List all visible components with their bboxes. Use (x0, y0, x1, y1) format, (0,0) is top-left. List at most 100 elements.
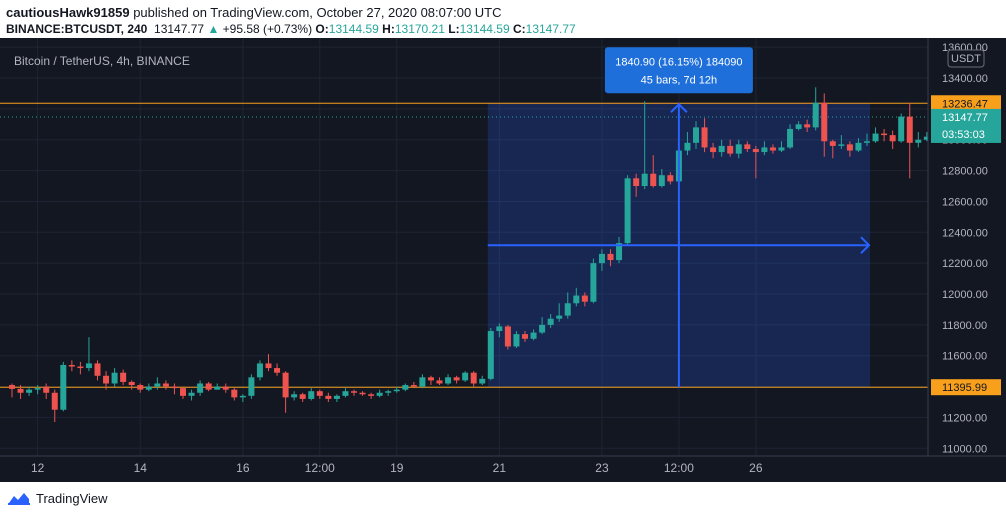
candle-body (145, 386, 152, 390)
candle-body (368, 394, 375, 396)
symbol-line: BINANCE:BTCUSDT, 240 13147.77 ▲ +95.58 (… (6, 22, 576, 36)
candle-body (197, 383, 204, 393)
price-chart[interactable]: 1840.90 (16.15%) 184090 45 bars, 7d 12h 1… (0, 38, 1006, 482)
candle-body (889, 135, 896, 142)
candle-body (573, 295, 580, 304)
candle-body (436, 380, 443, 384)
candle (51, 389, 58, 423)
chart-area[interactable]: 1840.90 (16.15%) 184090 45 bars, 7d 12h 1… (0, 38, 1006, 482)
price-axis: 11000.0011200.0011400.0011600.0011800.00… (942, 42, 988, 455)
measure-info-box (604, 47, 753, 94)
candle (239, 394, 246, 403)
candle-body (530, 332, 537, 339)
last-price-value: 13147.77 (154, 22, 205, 36)
candle-body (68, 364, 75, 367)
candle (889, 130, 896, 149)
candle (128, 380, 135, 390)
candle-body (470, 372, 477, 384)
candle (556, 303, 563, 322)
price-change: +95.58 (+0.73%) (222, 22, 313, 36)
hline-price-label: 11395.99 (942, 382, 987, 394)
candle-body (710, 147, 717, 153)
candle-body (872, 133, 879, 142)
candle (701, 118, 708, 153)
price-tick-label: 12400.00 (942, 227, 988, 239)
candle-body (43, 386, 50, 393)
time-tick-label: 14 (134, 461, 148, 475)
candle (137, 383, 144, 393)
candle (846, 141, 853, 157)
candle-body (180, 388, 186, 396)
candle-body (735, 144, 742, 154)
close-label: C: (512, 22, 526, 36)
publish-info: published on TradingView.com, October 27… (129, 5, 502, 20)
candle-body (171, 386, 178, 389)
candle (26, 386, 33, 396)
price-tick-label: 13400.00 (942, 73, 988, 85)
candle-body (26, 389, 33, 393)
hline-price-label: 13236.47 (942, 98, 988, 110)
chart-header: cautiousHawk91859 published on TradingVi… (0, 0, 1006, 38)
candle-body (291, 394, 298, 398)
candle-body (445, 377, 452, 384)
price-tick-label: 12200.00 (942, 258, 988, 270)
candle (547, 314, 554, 328)
candle-body (616, 243, 623, 261)
chart-legend: Bitcoin / TetherUS, 4h, BINANCE (14, 54, 190, 68)
candle-body (128, 381, 135, 386)
candle (787, 124, 794, 149)
candle-body (633, 178, 640, 187)
candle-body (402, 385, 409, 390)
candle-body (795, 124, 802, 129)
measure-arrow-head-right (860, 236, 871, 254)
hline-price-badge (931, 95, 1001, 112)
publish-line: cautiousHawk91859 published on TradingVi… (6, 5, 502, 20)
candle-body (419, 377, 426, 387)
candle (479, 375, 486, 386)
candle (197, 380, 204, 396)
candle-body (248, 377, 255, 396)
candle (427, 375, 434, 386)
candle-body (188, 392, 195, 396)
candle-body (667, 175, 674, 182)
time-tick-label: 16 (236, 461, 250, 475)
author-name[interactable]: cautiousHawk91859 (6, 5, 130, 20)
candle (906, 102, 913, 179)
candle (17, 385, 24, 399)
candle-body (727, 145, 734, 154)
candle (487, 327, 494, 381)
close-value: 13147.77 (525, 22, 576, 36)
candle-body (598, 253, 605, 264)
candle (299, 392, 306, 403)
candle-body (821, 102, 828, 142)
measure-arrow-head-up (670, 102, 688, 113)
candle-body (308, 391, 315, 399)
candle (812, 87, 819, 131)
tradingview-logo[interactable]: TradingView (6, 490, 108, 506)
measure-arrows: 1840.90 (16.15%) 184090 45 bars, 7d 12h (487, 47, 871, 388)
candle (180, 386, 186, 399)
candle (248, 374, 255, 399)
candle-body (556, 315, 563, 319)
candle-body (718, 145, 725, 153)
candle (291, 391, 298, 401)
candle (710, 142, 717, 159)
high-label: H: (382, 22, 395, 36)
price-tick-label: 11800.00 (942, 320, 987, 332)
candle (744, 141, 751, 153)
candle-body (34, 388, 41, 390)
candle (282, 371, 289, 413)
candle (898, 113, 905, 143)
candle-body (274, 368, 281, 373)
candle-body (684, 142, 691, 151)
candle (752, 145, 759, 179)
candle (855, 138, 862, 153)
currency-badge[interactable] (947, 49, 985, 68)
time-tick-label: 19 (390, 461, 404, 475)
candle (368, 392, 375, 399)
candle-body (231, 389, 238, 398)
candle (256, 360, 263, 381)
time-axis-bg[interactable] (0, 456, 1006, 482)
candle (274, 363, 281, 376)
candle-body (701, 127, 708, 148)
